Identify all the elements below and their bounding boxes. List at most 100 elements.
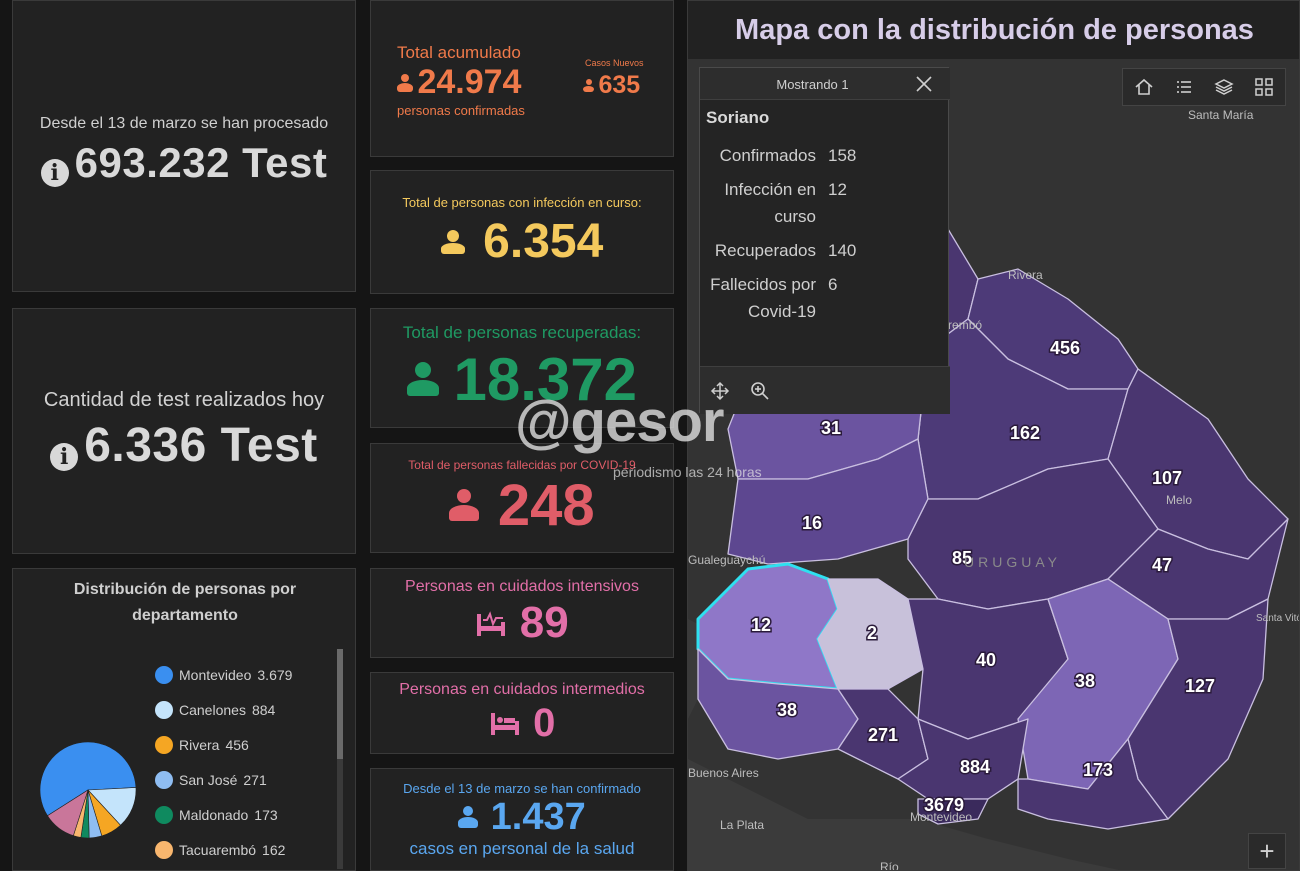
map-title-bar: Mapa con la distribución de personas — [688, 1, 1299, 59]
map-city-label: Santa Vitória do Palmar — [1256, 613, 1300, 624]
health-value: 1.437 — [490, 795, 586, 838]
popup-field-row: Confirmados 158 — [700, 142, 950, 176]
map-title: Mapa con la distribución de personas — [735, 13, 1254, 46]
total-cumulative-card: Total acumulado 24.974 personas confirma… — [370, 0, 674, 157]
popup-field-value: 12 — [828, 180, 847, 199]
deceased-label: Total de personas fallecidas por COVID-1… — [408, 457, 636, 472]
pie-slice[interactable] — [39, 741, 137, 817]
legend-value: 162 — [262, 841, 286, 858]
legend-label: Maldonado — [179, 806, 249, 823]
legend-value: 3.679 — [257, 666, 293, 683]
zoom-in-label: + — [1259, 835, 1275, 866]
home-icon[interactable] — [1127, 70, 1161, 104]
map-region-label: 3679 — [924, 795, 964, 815]
distribution-title: Distribución de personas por departament… — [73, 581, 297, 624]
total-label: Total acumulado — [397, 43, 521, 62]
legend-item[interactable]: San José 271 — [155, 762, 292, 797]
new-cases-label: Casos Nuevos — [585, 58, 644, 68]
person-icon — [449, 489, 480, 521]
icu-label: Personas en cuidados intensivos — [405, 578, 639, 595]
map-city-label: Santa María — [1188, 108, 1254, 122]
map-city-label: Río — [880, 860, 899, 871]
map-city-label: Montevideo — [910, 810, 972, 824]
map-canvas[interactable]: 456 162 107 31 16 85 47 12 2 40 38 127 38 271 884 173 36… — [688, 59, 1300, 871]
popup-header-text: Mostrando 1 — [776, 77, 849, 92]
map-region-label: 40 — [976, 650, 996, 670]
health-label: Desde el 13 de marzo se han confirmado — [403, 780, 641, 796]
legend-scrollbar[interactable] — [337, 649, 343, 869]
map-region-label: 884 — [960, 757, 990, 777]
legend-swatch — [155, 735, 173, 754]
map-city-label: Buenos Aires — [688, 766, 759, 780]
popup-footer — [700, 366, 950, 414]
info-icon: i — [50, 442, 79, 471]
tests-since-label: Desde el 13 de marzo se han procesado — [39, 115, 329, 132]
tests-since-value: 693.232 Test — [74, 139, 328, 186]
map-region-label: 127 — [1185, 676, 1215, 696]
map-region-label: 456 — [1050, 338, 1080, 358]
popup-field-value: 140 — [828, 241, 857, 260]
layers-icon[interactable] — [1207, 70, 1241, 104]
map-region-labels: 456 162 107 31 16 85 47 12 2 40 38 127 38 271 884 173 36… — [749, 337, 1216, 817]
legend-item[interactable]: Maldonado 173 — [155, 797, 292, 832]
distribution-panel: Distribución de personas por departament… — [12, 568, 356, 871]
map-region-label: 16 — [802, 513, 822, 533]
intermediate-label: Personas en cuidados intermedios — [399, 680, 645, 698]
person-icon — [583, 79, 594, 92]
map-region-label: 173 — [1083, 760, 1113, 780]
legend-item[interactable]: Montevideo 3.679 — [155, 657, 292, 692]
move-icon[interactable] — [710, 381, 730, 406]
popup-field-label: Fallecidos por Covid-19 — [710, 275, 816, 321]
legend-scrollbar-thumb[interactable] — [337, 649, 343, 759]
map-region-label: 47 — [1152, 555, 1172, 575]
popup-field-label: Recuperados — [714, 241, 816, 260]
legend-swatch — [155, 840, 173, 859]
zoom-in-button[interactable]: + — [1248, 833, 1286, 869]
map-city-label: URUGUAY — [964, 554, 1061, 570]
tests-today-panel: Cantidad de test realizados hoy i 6.336 T… — [12, 308, 356, 554]
intermediate-value: 0 — [533, 700, 556, 745]
icu-bed-icon — [477, 611, 506, 636]
close-icon[interactable] — [914, 74, 934, 94]
popup-header: Mostrando 1 — [700, 68, 950, 100]
bed-icon — [490, 713, 519, 735]
map-popup: Mostrando 1 Soriano Confirmados 158 Infecc… — [699, 67, 950, 414]
legend-label: San José — [179, 771, 238, 788]
map-city-label: Rivera — [1008, 268, 1043, 282]
info-icon: i — [40, 158, 69, 187]
legend-swatch — [155, 805, 173, 824]
total-value: 24.974 — [417, 63, 522, 101]
map-panel: Mapa con la distribución de personas — [687, 0, 1300, 871]
new-cases-value: 635 — [598, 71, 641, 99]
map-region-label: 38 — [777, 700, 797, 720]
popup-field-row: Recuperados 140 — [700, 237, 950, 271]
zoom-to-icon[interactable] — [750, 381, 770, 406]
recovered-card: Total de personas recuperadas: 18.372 — [370, 308, 674, 428]
legend-item[interactable]: Rivera 456 — [155, 727, 292, 762]
recovered-value: 18.372 — [453, 345, 637, 413]
legend-label: Montevideo — [179, 666, 252, 683]
legend-swatch — [155, 665, 173, 684]
legend-item[interactable]: Tacuarembó 162 — [155, 832, 292, 867]
tests-today-label: Cantidad de test realizados hoy — [43, 389, 325, 411]
legend-value: 271 — [243, 771, 267, 788]
health-sub: casos en personal de la salud — [409, 838, 635, 858]
popup-field-row: Infección en curso 12 — [700, 176, 950, 237]
pie-slice[interactable] — [47, 789, 89, 837]
person-icon — [397, 73, 413, 92]
active-label: Total de personas con infección en curso… — [402, 195, 642, 210]
popup-field-label: Confirmados — [719, 146, 816, 165]
basemap-gallery-icon[interactable] — [1247, 70, 1281, 104]
popup-field-value: 158 — [828, 146, 857, 165]
intermediate-care-card: Personas en cuidados intermedios 0 — [370, 672, 674, 754]
legend-swatch — [155, 700, 173, 719]
list-icon[interactable] — [1167, 70, 1201, 104]
map-region-label: 162 — [1010, 423, 1040, 443]
icu-value: 89 — [519, 598, 569, 647]
map-region-label: 31 — [821, 418, 841, 438]
person-icon — [407, 362, 440, 396]
total-sub: personas confirmadas — [397, 103, 525, 118]
legend-item[interactable]: Canelones 884 — [155, 692, 292, 727]
